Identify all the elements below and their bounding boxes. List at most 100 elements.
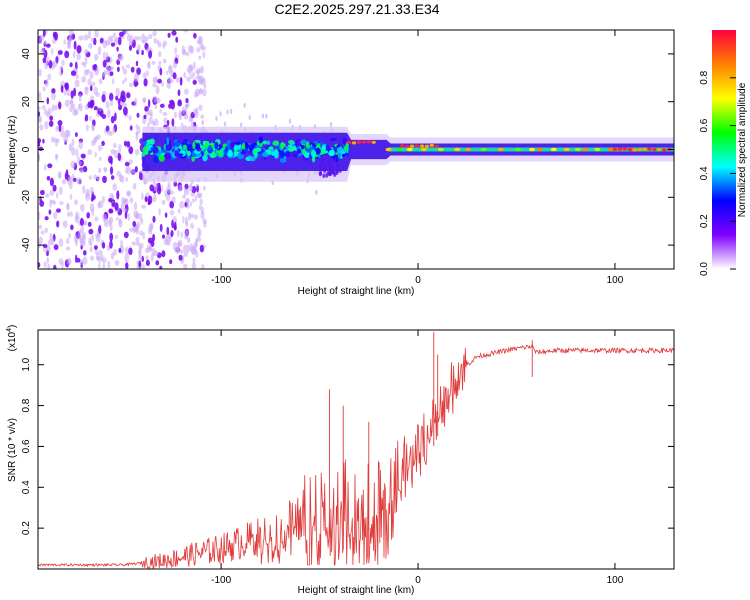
spectrogram-y-tick-label: -40 xyxy=(21,237,32,252)
scatter-speckle xyxy=(201,120,204,125)
snr-y-axis-label: SNR (10 * v/v) xyxy=(7,418,18,482)
noise-speckle xyxy=(149,222,154,230)
signal-blob xyxy=(333,157,337,163)
tone-hot xyxy=(371,140,376,144)
noise-speckle xyxy=(88,175,93,180)
tone-peak xyxy=(594,147,601,152)
signal-blob xyxy=(291,150,299,158)
noise-speckle xyxy=(145,255,149,262)
noise-speckle xyxy=(142,263,146,269)
noise-speckle xyxy=(129,35,134,44)
noise-speckle xyxy=(155,85,160,95)
noise-speckle xyxy=(170,190,174,195)
noise-speckle xyxy=(114,202,119,211)
noise-speckle xyxy=(90,240,93,247)
noise-speckle xyxy=(183,187,187,196)
signal-blob xyxy=(192,141,196,150)
signal-blob xyxy=(216,150,223,154)
noise-speckle xyxy=(153,37,157,44)
noise-speckle xyxy=(185,97,189,104)
noise-speckle xyxy=(52,60,58,68)
noise-speckle xyxy=(183,72,187,79)
noise-speckle xyxy=(152,83,157,88)
signal-blob xyxy=(312,142,316,147)
noise-speckle xyxy=(43,40,47,45)
signal-blob xyxy=(321,159,325,164)
noise-speckle xyxy=(109,92,114,102)
noise-speckle xyxy=(58,101,62,110)
signal-blob xyxy=(236,149,243,153)
signal-blob xyxy=(204,150,208,156)
spectrogram-x-tick-label: 0 xyxy=(415,275,421,286)
noise-speckle xyxy=(64,129,70,138)
noise-speckle xyxy=(120,90,126,100)
noise-speckle xyxy=(128,146,134,155)
noise-speckle xyxy=(87,30,92,39)
noise-speckle xyxy=(84,48,89,55)
noise-speckle xyxy=(68,232,71,239)
noise-speckle xyxy=(65,169,69,177)
noise-speckle xyxy=(39,36,43,44)
noise-speckle xyxy=(75,254,78,263)
noise-speckle xyxy=(166,119,170,126)
noise-speckle xyxy=(126,92,131,99)
noise-speckle xyxy=(98,78,103,85)
tone-hot xyxy=(361,140,367,144)
noise-speckle xyxy=(42,30,46,37)
noise-speckle xyxy=(69,211,73,217)
noise-speckle xyxy=(190,213,195,219)
noise-speckle xyxy=(127,166,132,175)
noise-speckle xyxy=(62,220,68,229)
noise-speckle xyxy=(131,241,137,246)
noise-speckle xyxy=(40,189,45,196)
noise-speckle xyxy=(118,104,122,111)
noise-speckle xyxy=(73,177,77,182)
noise-speckle xyxy=(159,67,163,76)
signal-blob xyxy=(280,141,285,150)
noise-speckle xyxy=(80,203,85,212)
noise-speckle xyxy=(168,103,172,109)
noise-speckle xyxy=(195,239,198,248)
tone-hot xyxy=(366,140,371,144)
noise-speckle xyxy=(161,81,165,87)
signal-blob xyxy=(261,151,269,158)
noise-speckle xyxy=(173,111,177,119)
noise-speckle xyxy=(182,216,185,224)
noise-speckle xyxy=(135,81,139,86)
noise-speckle xyxy=(76,52,81,61)
snr-x-tick-label: -100 xyxy=(211,575,231,586)
tone-hot xyxy=(351,141,357,145)
noise-speckle xyxy=(114,259,120,266)
noise-speckle xyxy=(87,149,93,156)
noise-speckle xyxy=(97,201,102,209)
noise-speckle xyxy=(164,189,167,197)
noise-speckle xyxy=(168,64,172,71)
noise-speckle xyxy=(90,255,94,261)
signal-blob xyxy=(342,137,347,145)
noise-speckle xyxy=(42,138,45,144)
noise-speckle xyxy=(181,106,186,115)
noise-speckle xyxy=(97,144,103,152)
noise-speckle xyxy=(76,45,82,54)
noise-speckle xyxy=(193,61,196,71)
signal-blob xyxy=(304,152,311,159)
noise-speckle xyxy=(125,64,131,69)
colorbar-tick-label: 0.8 xyxy=(699,70,710,84)
tone-peak xyxy=(454,147,461,152)
tone-hot xyxy=(627,147,632,152)
noise-speckle xyxy=(83,250,87,256)
noise-speckle xyxy=(190,222,195,230)
noise-speckle xyxy=(153,95,158,103)
chart-title: C2E2.2025.297.21.33.E34 xyxy=(274,1,439,17)
noise-speckle xyxy=(155,260,160,266)
tone-hot xyxy=(414,144,420,148)
noise-speckle xyxy=(129,197,134,204)
noise-speckle xyxy=(89,85,93,92)
spectrogram-x-tick-label: 100 xyxy=(607,275,624,286)
spectrogram-y-tick-label: 20 xyxy=(21,96,32,108)
noise-speckle xyxy=(117,36,122,46)
noise-speckle xyxy=(172,61,177,69)
noise-speckle xyxy=(102,39,108,49)
noise-speckle xyxy=(43,109,48,116)
signal-blob xyxy=(344,152,349,157)
